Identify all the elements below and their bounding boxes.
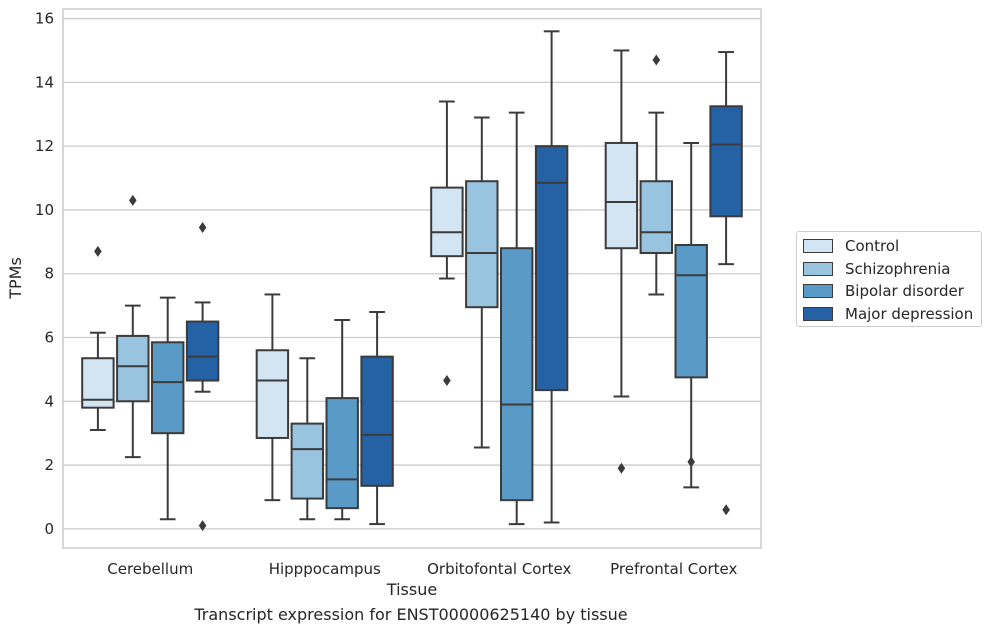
legend-swatch <box>803 284 833 299</box>
plot-frame <box>62 8 762 549</box>
y-tick-label: 2 <box>44 456 54 474</box>
box-group <box>430 100 464 387</box>
legend: Control Schizophrenia Bipolar disorder Majo… <box>796 231 982 327</box>
box-group <box>360 310 394 526</box>
y-tick-label: 4 <box>44 392 54 410</box>
box-group <box>325 318 359 521</box>
box-iqr <box>325 397 359 510</box>
legend-swatch <box>803 261 833 276</box>
legend-swatch <box>803 306 833 321</box>
box-group <box>709 51 743 516</box>
x-axis-label: Tissue <box>386 580 437 599</box>
box-group <box>465 116 499 449</box>
box-iqr <box>465 180 499 309</box>
outlier-point <box>687 456 695 468</box>
outlier-point <box>129 194 137 206</box>
box-group <box>81 245 115 431</box>
legend-item: Control <box>803 235 981 258</box>
box-group <box>116 194 150 459</box>
box-iqr <box>430 186 464 258</box>
box-group <box>185 221 220 532</box>
x-tick-label: Hipppocampus <box>269 560 381 578</box>
box-group <box>639 54 674 296</box>
x-tick-label: Orbitofontal Cortex <box>427 560 571 578</box>
box-iqr <box>709 105 743 218</box>
box-iqr <box>116 334 150 403</box>
box-group <box>150 296 185 521</box>
box-group <box>604 49 639 474</box>
figure-caption: Transcript expression for ENST0000062514… <box>194 605 628 624</box>
y-tick-label: 8 <box>44 265 54 283</box>
box-group <box>534 30 569 524</box>
outlier-point <box>198 520 207 532</box>
box-group <box>290 357 325 521</box>
y-tick-labels: 0 2 4 6 8 10 12 14 16 <box>35 10 54 538</box>
legend-label: Major depression <box>845 304 974 323</box>
outlier-point <box>652 54 661 66</box>
outlier-point <box>722 504 730 516</box>
y-tick-label: 12 <box>35 137 54 155</box>
x-tick-labels: Cerebellum Hipppocampus Orbitofontal Corte… <box>107 560 737 578</box>
outlier-point <box>94 245 102 257</box>
y-tick-label: 10 <box>35 201 54 219</box>
legend-label: Schizophrenia <box>845 259 951 278</box>
y-tick-label: 0 <box>44 520 54 538</box>
box-iqr <box>255 349 290 439</box>
box-group <box>674 141 708 489</box>
y-tick-label: 14 <box>35 73 54 91</box>
legend-label: Bipolar disorder <box>845 282 964 301</box>
box-iqr <box>639 180 674 254</box>
box-iqr <box>534 145 569 392</box>
box-group <box>499 111 534 526</box>
x-tick-label: Prefrontal Cortex <box>610 560 737 578</box>
box-iqr <box>499 247 534 502</box>
outlier-point <box>617 462 626 474</box>
outlier-point <box>198 221 207 233</box>
y-axis-label: TPMs <box>6 257 25 300</box>
legend-item: Bipolar disorder <box>803 280 981 303</box>
y-tick-label: 6 <box>44 329 54 347</box>
outlier-point <box>443 375 451 387</box>
box-iqr <box>674 244 708 379</box>
x-tick-label: Cerebellum <box>107 560 193 578</box>
box-iqr <box>604 141 639 250</box>
box-iqr <box>185 320 220 382</box>
box-series <box>81 30 743 532</box>
legend-item: Schizophrenia <box>803 258 981 281</box>
box-group <box>255 293 290 502</box>
box-iqr <box>290 422 325 500</box>
box-iqr <box>360 355 394 487</box>
legend-label: Control <box>845 237 900 256</box>
legend-swatch <box>803 239 833 254</box>
y-tick-label: 16 <box>35 10 54 28</box>
box-iqr <box>150 341 185 435</box>
legend-item: Major depression <box>803 303 981 326</box>
